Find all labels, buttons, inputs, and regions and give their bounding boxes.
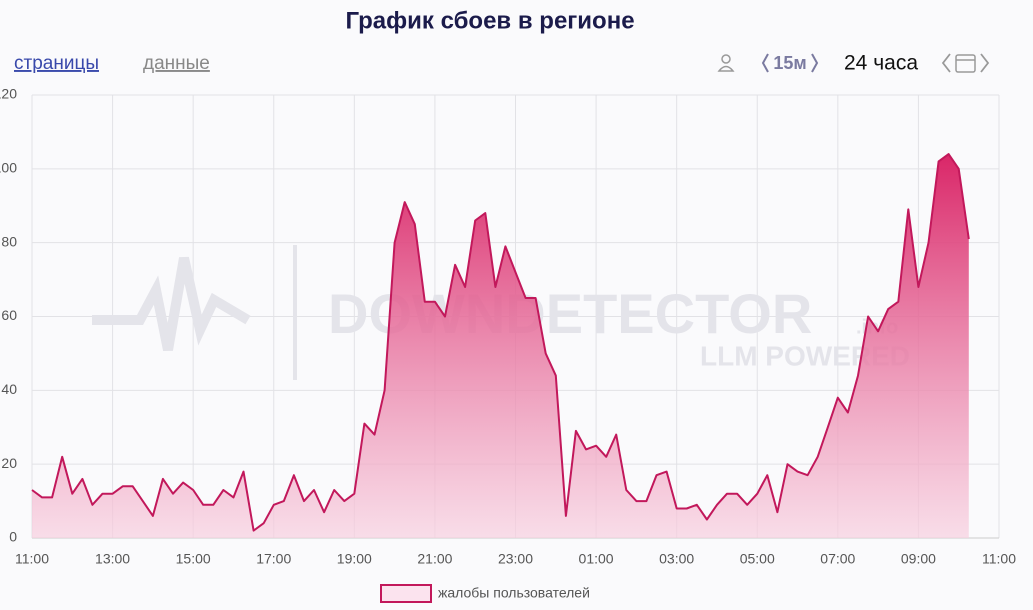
line [31, 153, 970, 532]
x-tick-label: 13:00 [95, 551, 130, 567]
legend-label[interactable]: жалобы пользователей [438, 585, 590, 601]
user-icon[interactable] [717, 54, 735, 72]
x-tick-label: 07:00 [820, 551, 855, 567]
tab[interactable]: данные [143, 53, 210, 74]
y-tick-label: 40 [1, 381, 17, 397]
x-tick-label: 11:00 [15, 551, 49, 567]
interval[interactable]: 15м [773, 53, 806, 73]
legend-swatch[interactable] [380, 584, 432, 603]
y-tick-label: 80 [1, 233, 17, 249]
interval-brackets [761, 53, 819, 73]
y-tick-label: 120 [0, 86, 17, 102]
x-tick-label: 11:00 [982, 551, 1016, 567]
x-tick-label: 19:00 [337, 551, 372, 567]
x-tick-label: 01:00 [579, 551, 614, 567]
range-arrows[interactable] [941, 53, 990, 73]
y-tick-label: 20 [1, 455, 17, 471]
range[interactable]: 24 часа [844, 52, 918, 75]
x-tick-label: 21:00 [417, 551, 452, 567]
x-tick-label: 09:00 [901, 551, 936, 567]
x-tick-label: 03:00 [659, 551, 694, 567]
y-tick-label: 0 [9, 529, 17, 545]
watermark-logo [92, 256, 251, 351]
x-tick-label: 17:00 [256, 551, 291, 567]
x-tick-label: 23:00 [498, 551, 533, 567]
x-tick-label: 15:00 [176, 551, 211, 567]
tab[interactable]: страницы [14, 53, 99, 74]
y-tick-label: 60 [1, 307, 17, 323]
calendar-icon[interactable] [955, 54, 976, 73]
y-tick-label: 100 [0, 160, 17, 176]
area [32, 154, 969, 538]
x-tick-label: 05:00 [740, 551, 775, 567]
chart-title: График сбоев в регионе [345, 7, 634, 34]
